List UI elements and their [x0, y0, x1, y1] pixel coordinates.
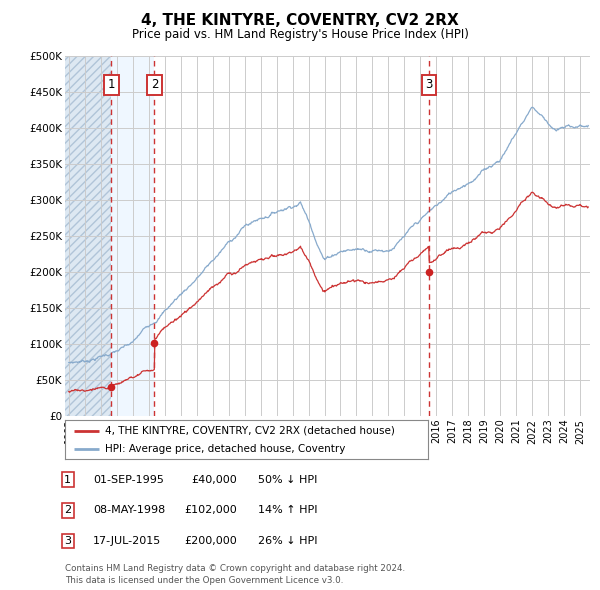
- Text: £102,000: £102,000: [184, 506, 237, 515]
- Text: 14% ↑ HPI: 14% ↑ HPI: [258, 506, 317, 515]
- Bar: [65, 56, 112, 416]
- Text: 2: 2: [64, 506, 71, 515]
- Text: 1: 1: [108, 78, 115, 91]
- Text: 08-MAY-1998: 08-MAY-1998: [93, 506, 165, 515]
- Text: 01-SEP-1995: 01-SEP-1995: [93, 475, 164, 484]
- Text: 4, THE KINTYRE, COVENTRY, CV2 2RX (detached house): 4, THE KINTYRE, COVENTRY, CV2 2RX (detac…: [105, 425, 395, 435]
- Text: £40,000: £40,000: [191, 475, 237, 484]
- Text: 4, THE KINTYRE, COVENTRY, CV2 2RX: 4, THE KINTYRE, COVENTRY, CV2 2RX: [141, 13, 459, 28]
- Text: 17-JUL-2015: 17-JUL-2015: [93, 536, 161, 546]
- Text: 3: 3: [64, 536, 71, 546]
- Text: £200,000: £200,000: [184, 536, 237, 546]
- Text: 50% ↓ HPI: 50% ↓ HPI: [258, 475, 317, 484]
- Text: Contains HM Land Registry data © Crown copyright and database right 2024.
This d: Contains HM Land Registry data © Crown c…: [65, 565, 405, 585]
- Text: 3: 3: [425, 78, 433, 91]
- Bar: [65, 56, 112, 416]
- Text: HPI: Average price, detached house, Coventry: HPI: Average price, detached house, Cove…: [105, 444, 345, 454]
- Text: 2: 2: [151, 78, 158, 91]
- Text: 26% ↓ HPI: 26% ↓ HPI: [258, 536, 317, 546]
- Text: 1: 1: [64, 475, 71, 484]
- Bar: [112, 56, 154, 416]
- Text: Price paid vs. HM Land Registry's House Price Index (HPI): Price paid vs. HM Land Registry's House …: [131, 28, 469, 41]
